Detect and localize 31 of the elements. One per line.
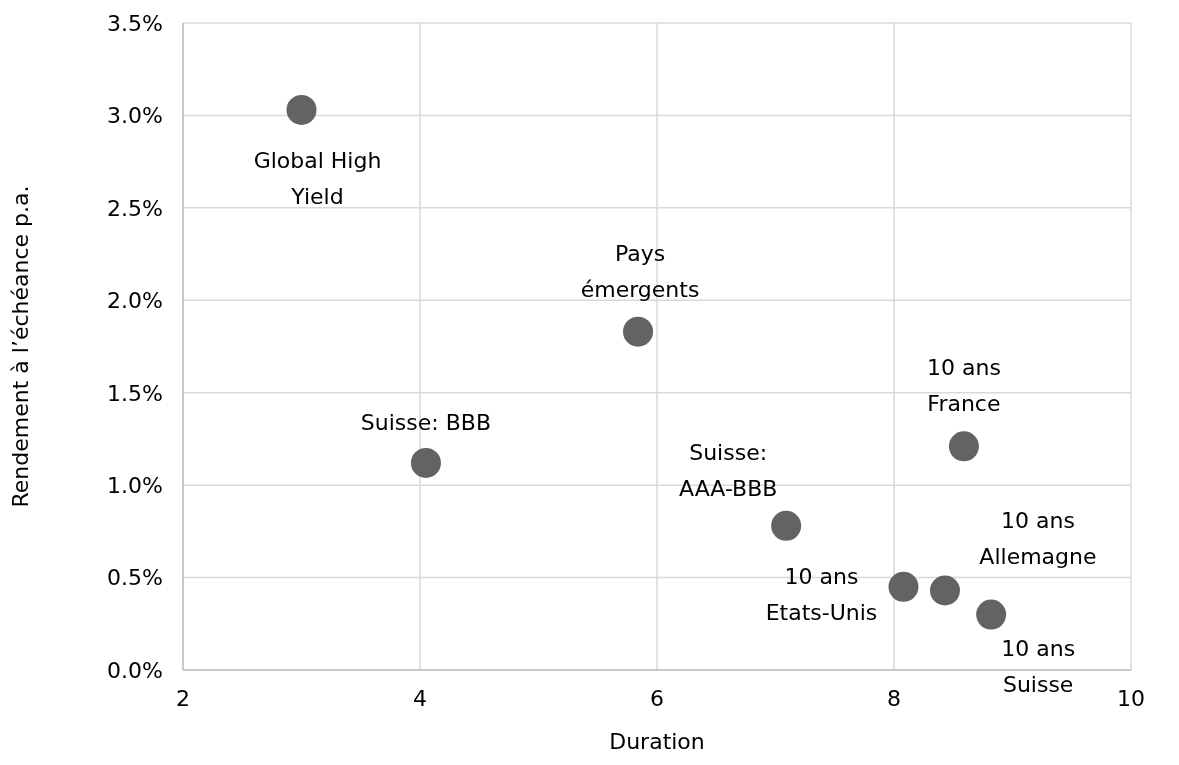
x-tick-label: 2: [176, 685, 190, 711]
point: [410, 447, 441, 478]
y-tick-label: 1.0%: [107, 472, 163, 498]
annotation: 10 ans France: [926, 355, 1001, 417]
x-tick-label: 10: [1117, 685, 1145, 711]
annotation: Suisse: BBB: [360, 409, 492, 435]
y-tick-label: 3.5%: [107, 10, 163, 36]
y-tick-label: 0.0%: [107, 657, 163, 683]
annotation: Pays émergents: [580, 240, 700, 302]
y-tick-label: 0.5%: [107, 565, 163, 591]
annotation: Suisse: AAA-BBB: [679, 439, 778, 501]
annotation: Global High Yield: [253, 147, 382, 209]
point: [771, 510, 802, 541]
point: [976, 599, 1007, 630]
x-tick-label: 4: [413, 685, 427, 711]
y-tick-label: 1.5%: [107, 380, 163, 406]
annotation: 10 ans Etats-Unis: [765, 563, 878, 625]
x-axis-title: Duration: [609, 729, 705, 754]
y-axis-title: Rendement à l’échéance p.a.: [7, 185, 33, 508]
point: [286, 94, 317, 125]
annotation: 10 ans Suisse: [1001, 635, 1076, 697]
point: [929, 575, 960, 606]
x-tick-label: 6: [650, 685, 664, 711]
y-tick-label: 3.0%: [107, 103, 163, 129]
point: [948, 431, 979, 462]
x-tick-label: 8: [887, 685, 901, 711]
point: [888, 571, 919, 602]
point: [623, 316, 654, 347]
annotation: 10 ans Allemagne: [979, 507, 1097, 569]
y-tick-label: 2.5%: [107, 195, 163, 221]
y-tick-label: 2.0%: [107, 288, 163, 314]
